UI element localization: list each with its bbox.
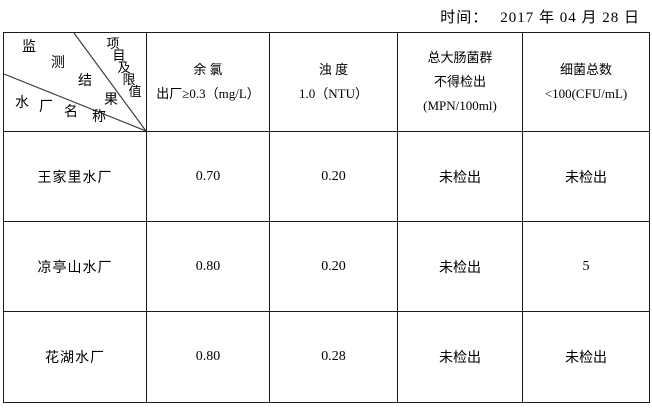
water-quality-table: 监 测 结 果 项 目 及 限 值 水 厂 名 称 余 氯 出厂≥0.3（mg/… [3,32,650,403]
col-header-line: 出厂≥0.3（mg/L） [156,86,260,101]
corner-char-project: 项 [106,36,120,51]
time-date: 2017 年 04 月 28 日 [500,10,640,26]
cell-coliform: 未检出 [397,221,523,312]
diagonal-divider [4,33,146,131]
corner-char-result: 结 [78,74,92,89]
col-header-line: 细菌总数 [559,62,612,77]
header-row: 监 测 结 果 项 目 及 限 值 水 厂 名 称 余 氯 出厂≥0.3（mg/… [3,32,650,132]
cell-chlorine: 0.80 [146,311,270,403]
cell-bacteria: 未检出 [522,131,650,222]
cell-bacteria: 5 [522,221,650,312]
cell-turbidity: 0.28 [269,311,398,403]
col-header-line: 1.0（NTU） [299,86,368,101]
corner-char-result: 果 [104,93,118,108]
table-row: 王家里水厂 0.70 0.20 未检出 未检出 [3,131,650,222]
cell-coliform: 未检出 [397,311,523,403]
col-header-line: 不得检出 [433,74,486,89]
corner-char-plant: 厂 [39,100,53,115]
cell-turbidity: 0.20 [269,221,398,312]
col-header-line: 余 氯 [193,62,223,77]
col-header-bacteria: 细菌总数 <100(CFU/mL) [522,32,650,132]
cell-coliform: 未检出 [397,131,523,222]
corner-char-result: 测 [51,56,65,71]
cell-bacteria: 未检出 [522,311,650,403]
corner-char-result: 监 [22,40,36,55]
timestamp: 时间： 2017 年 04 月 28 日 [440,6,640,27]
corner-char-project: 限 [122,72,136,87]
cell-chlorine: 0.80 [146,221,270,312]
col-header-coliform: 总大肠菌群 不得检出 (MPN/100ml) [397,32,523,132]
cell-plant-name: 凉亭山水厂 [3,221,147,312]
corner-char-project: 值 [128,84,142,99]
cell-plant-name: 王家里水厂 [3,131,147,222]
col-header-line: 总大肠菌群 [427,50,493,65]
corner-char-plant: 水 [15,96,29,111]
table-row: 花湖水厂 0.80 0.28 未检出 未检出 [3,311,650,403]
corner-char-plant: 名 [64,105,78,120]
col-header-line: <100(CFU/mL) [544,86,628,101]
col-header-turbidity: 浊 度 1.0（NTU） [269,32,398,132]
corner-header-cell: 监 测 结 果 项 目 及 限 值 水 厂 名 称 [3,32,147,132]
col-header-chlorine: 余 氯 出厂≥0.3（mg/L） [146,32,270,132]
corner-char-plant: 称 [92,110,106,125]
corner-char-project: 目 [112,48,126,63]
cell-chlorine: 0.70 [146,131,270,222]
corner-char-project: 及 [117,60,131,75]
col-header-line: 浊 度 [318,62,349,77]
cell-plant-name: 花湖水厂 [3,311,147,403]
col-header-line: (MPN/100ml) [423,98,497,113]
table-row: 凉亭山水厂 0.80 0.20 未检出 5 [3,221,650,312]
cell-turbidity: 0.20 [269,131,398,222]
time-label: 时间： [440,10,489,26]
